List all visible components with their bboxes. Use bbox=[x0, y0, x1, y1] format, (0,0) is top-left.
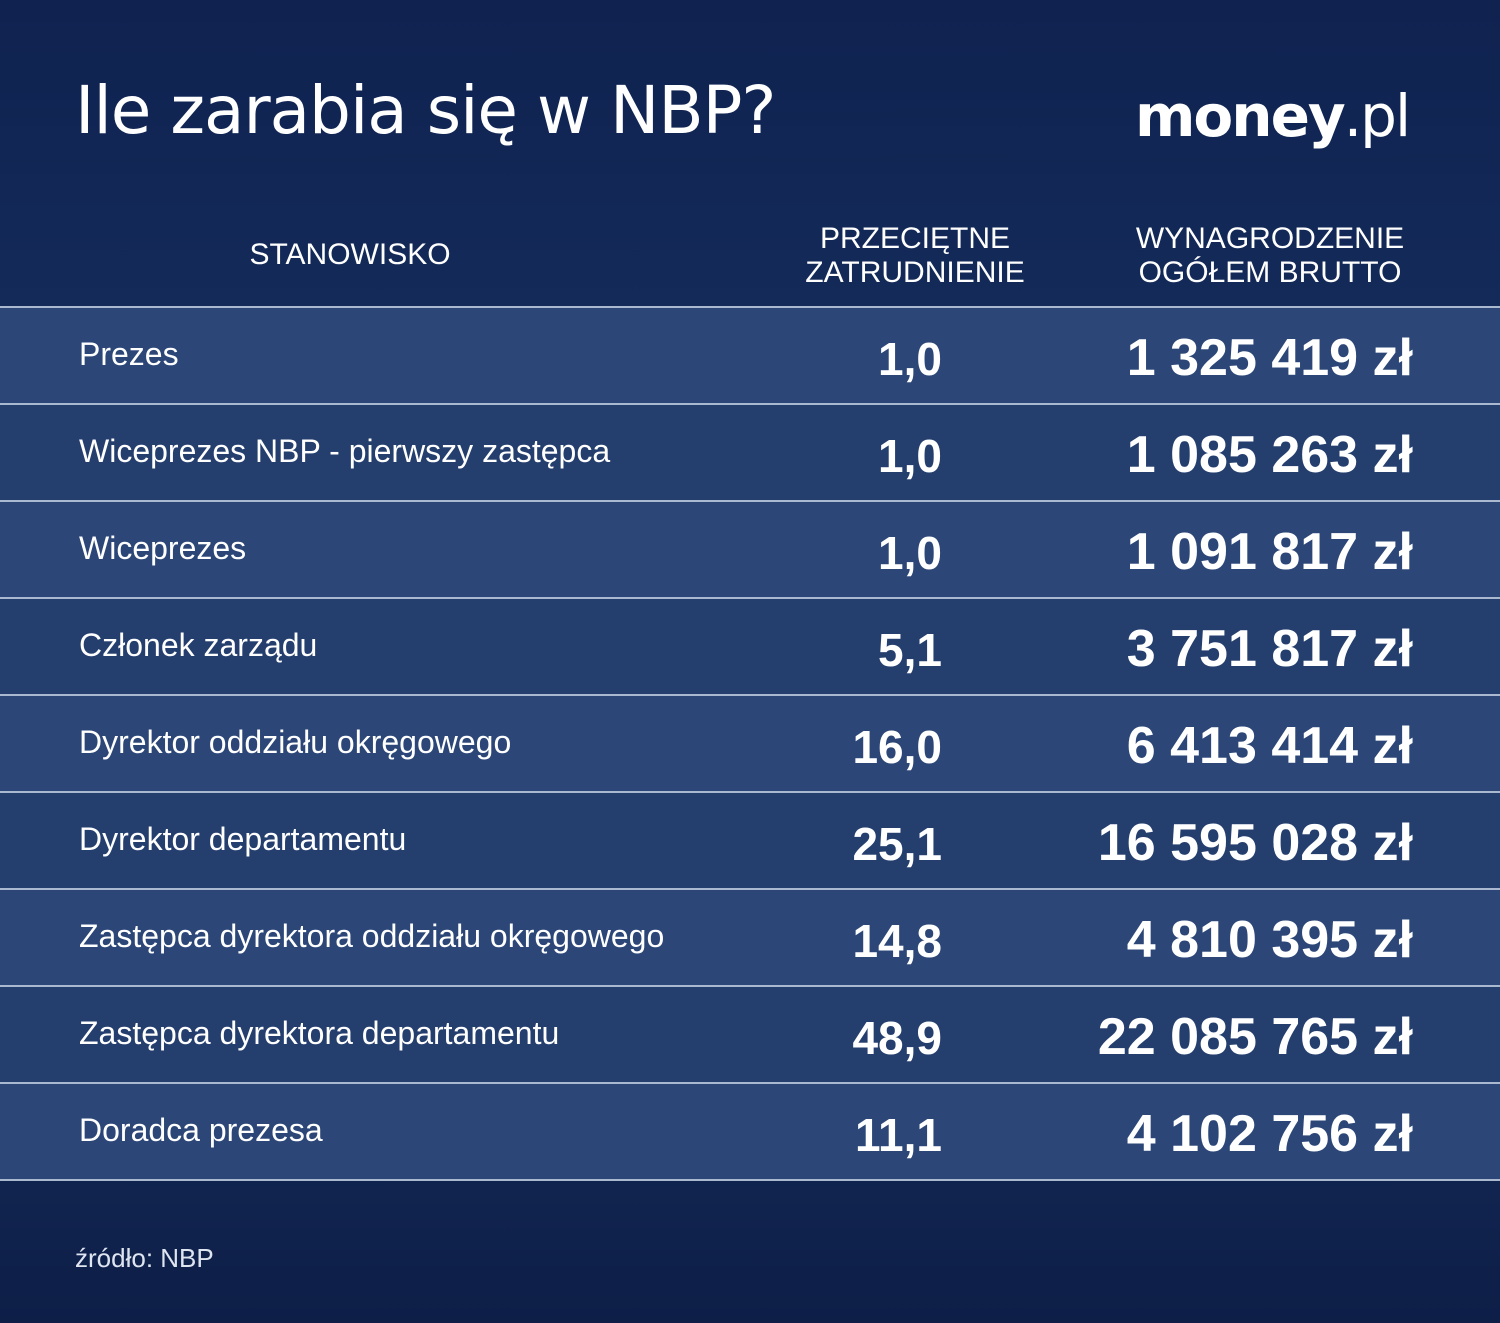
position-cell: Dyrektor departamentu bbox=[79, 821, 407, 857]
table-row: Wiceprezes 1,0 1 091 817 zł bbox=[0, 500, 1500, 597]
employment-cell: 1,0 bbox=[878, 333, 942, 385]
page-title: Ile zarabia się w NBP? bbox=[75, 72, 776, 149]
position-cell: Zastępca dyrektora oddziału okręgowego bbox=[79, 918, 665, 954]
table-row: Zastępca dyrektora oddziału okręgowego 14… bbox=[0, 888, 1500, 985]
position-cell: Doradca prezesa bbox=[79, 1112, 323, 1148]
employment-cell: 1,0 bbox=[878, 527, 942, 579]
header-line: ZATRUDNIENIE bbox=[805, 256, 1025, 289]
logo-suffix: .pl bbox=[1343, 82, 1411, 150]
position-cell: Członek zarządu bbox=[79, 627, 318, 663]
position-cell: Zastępca dyrektora departamentu bbox=[79, 1015, 560, 1051]
table-row: Zastępca dyrektora departamentu 48,9 22 08… bbox=[0, 985, 1500, 1082]
header-line: PRZECIĘTNE bbox=[819, 222, 1011, 255]
salary-cell: 4 102 756 zł bbox=[1126, 1105, 1413, 1163]
table-row: Członek zarządu 5,1 3 751 817 zł bbox=[0, 597, 1500, 694]
table-row: Doradca prezesa 11,1 4 102 756 zł bbox=[0, 1082, 1500, 1181]
salary-cell: 3 751 817 zł bbox=[1126, 620, 1413, 678]
employment-cell: 25,1 bbox=[852, 818, 942, 870]
salary-cell: 4 810 395 zł bbox=[1126, 911, 1413, 969]
salary-cell: 6 413 414 zł bbox=[1126, 717, 1413, 775]
position-cell: Wiceprezes NBP - pierwszy zastępca bbox=[79, 433, 611, 469]
employment-cell: 5,1 bbox=[878, 624, 942, 676]
header-line: STANOWISKO bbox=[249, 238, 451, 271]
header-position: STANOWISKO bbox=[200, 238, 500, 272]
salary-table: Prezes 1,0 1 325 419 zł Wiceprezes NBP - pi… bbox=[0, 306, 1500, 1181]
table-row: Prezes 1,0 1 325 419 zł bbox=[0, 306, 1500, 403]
employment-cell: 11,1 bbox=[855, 1109, 942, 1161]
header-line: OGÓŁEM BRUTTO bbox=[1138, 256, 1402, 289]
salary-cell: 1 325 419 zł bbox=[1126, 329, 1413, 387]
table-row: Dyrektor departamentu 25,1 16 595 028 zł bbox=[0, 791, 1500, 888]
header-salary: WYNAGRODZENIE OGÓŁEM BRUTTO bbox=[1110, 222, 1430, 290]
employment-cell: 16,0 bbox=[852, 721, 942, 773]
table-row: Wiceprezes NBP - pierwszy zastępca 1,0 1 0… bbox=[0, 403, 1500, 500]
position-cell: Prezes bbox=[79, 336, 179, 372]
employment-cell: 1,0 bbox=[878, 430, 942, 482]
header-employment: PRZECIĘTNE ZATRUDNIENIE bbox=[770, 222, 1060, 290]
employment-cell: 14,8 bbox=[852, 915, 942, 967]
source-note: źródło: NBP bbox=[75, 1243, 214, 1273]
header-line: WYNAGRODZENIE bbox=[1135, 222, 1405, 255]
employment-cell: 48,9 bbox=[852, 1012, 942, 1064]
money-pl-logo: money.pl bbox=[1135, 82, 1411, 150]
salary-cell: 1 085 263 zł bbox=[1126, 426, 1413, 484]
table-row: Dyrektor oddziału okręgowego 16,0 6 413 41… bbox=[0, 694, 1500, 791]
logo-main: money bbox=[1135, 82, 1346, 150]
position-cell: Dyrektor oddziału okręgowego bbox=[79, 724, 512, 760]
position-cell: Wiceprezes bbox=[79, 530, 247, 566]
salary-cell: 22 085 765 zł bbox=[1097, 1008, 1413, 1066]
salary-cell: 1 091 817 zł bbox=[1126, 523, 1413, 581]
salary-cell: 16 595 028 zł bbox=[1097, 814, 1413, 872]
